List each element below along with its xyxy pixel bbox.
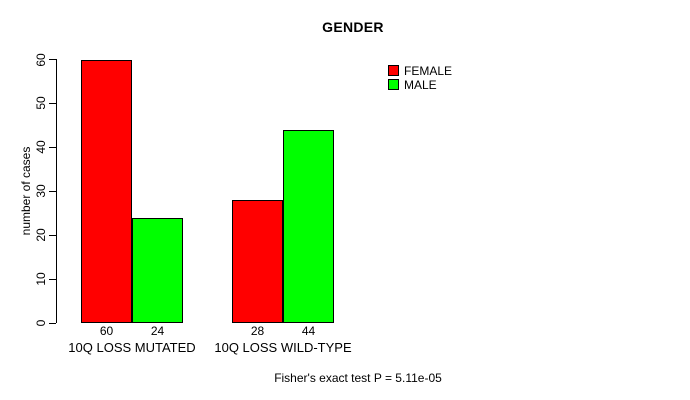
chart-title: GENDER [322, 19, 384, 35]
bar-value-label: 44 [301, 324, 316, 338]
legend-label: FEMALE [404, 63, 453, 78]
bar-male-0 [132, 217, 183, 323]
y-tick-mark [49, 59, 56, 60]
y-axis-line [56, 59, 57, 323]
bar-value-label: 28 [250, 324, 265, 338]
legend-swatch-icon [388, 65, 399, 76]
bar-value-label: 60 [99, 324, 114, 338]
y-tick-mark [49, 278, 56, 280]
y-tick-mark [49, 190, 56, 192]
y-tick-label: 40 [34, 140, 48, 155]
y-tick-label: 50 [34, 96, 48, 111]
y-tick-mark [49, 322, 56, 324]
legend-label: MALE [404, 77, 437, 92]
bar-female-0 [81, 59, 132, 323]
legend: FEMALE MALE [388, 64, 452, 92]
y-tick-label: 60 [34, 52, 48, 67]
y-tick-label: 20 [34, 228, 48, 242]
y-tick-label: 10 [34, 272, 48, 286]
bar-female-1 [232, 200, 283, 323]
y-axis-title: number of cases [19, 146, 33, 236]
caption: Fisher's exact test P = 5.11e-05 [274, 371, 442, 385]
legend-row: MALE [388, 77, 452, 92]
y-tick-mark [49, 234, 56, 236]
bar-male-1 [283, 129, 334, 323]
legend-row: FEMALE [388, 63, 453, 78]
y-tick-mark [49, 146, 56, 148]
y-tick-mark [49, 102, 56, 104]
legend-swatch-icon [388, 79, 399, 90]
bar-value-label: 24 [150, 324, 165, 338]
category-label: 10Q LOSS MUTATED [68, 340, 196, 355]
category-label: 10Q LOSS WILD-TYPE [214, 340, 352, 355]
y-tick-label: 0 [34, 319, 48, 327]
y-tick-label: 30 [34, 184, 48, 198]
